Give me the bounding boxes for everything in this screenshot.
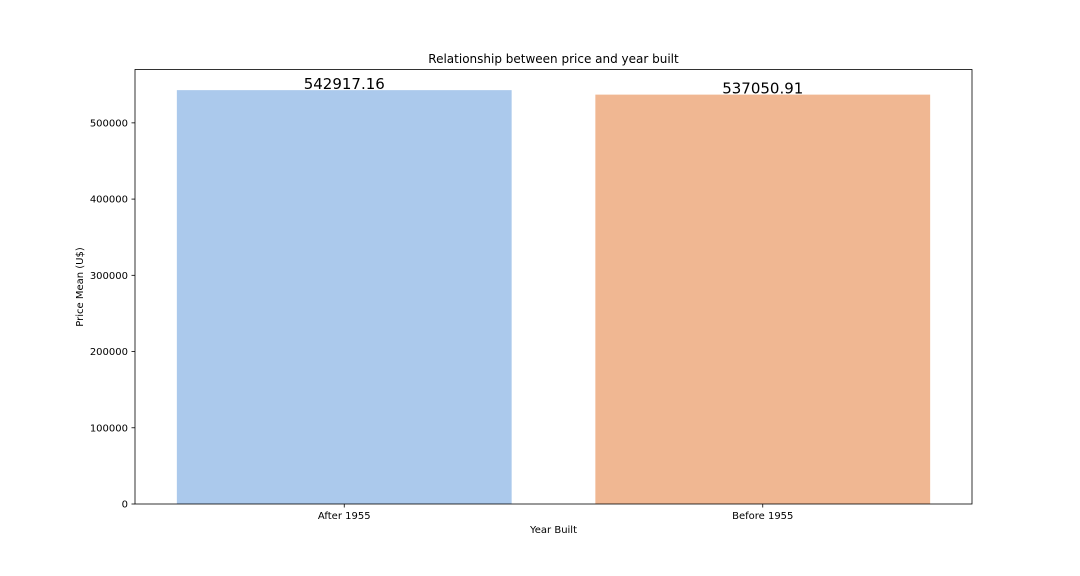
data-label: 537050.91 [722,80,803,98]
ticks-layer: After 1955 Before 1955 0 100000 200000 300000… [90,118,794,522]
x-tick-label: After 1955 [318,511,371,522]
x-axis-label: Year Built [529,525,577,536]
y-tick-label: 300000 [90,271,128,282]
y-tick-label: 100000 [90,423,128,434]
y-axis-label: Price Mean (U$) [75,247,86,327]
bar-after-1955 [176,90,512,504]
y-tick-label: 400000 [90,195,128,206]
bars-layer: 542917.16 537050.91 [176,75,931,505]
y-tick-label: 200000 [90,347,128,358]
y-tick-label: 0 [122,500,128,511]
chart-title: Relationship between price and year buil… [428,52,679,66]
data-label: 542917.16 [304,75,385,93]
bar-before-1955 [595,94,931,505]
plot-area-frame [134,69,973,505]
x-tick-label: Before 1955 [732,511,793,522]
y-tick-label: 500000 [90,118,128,129]
